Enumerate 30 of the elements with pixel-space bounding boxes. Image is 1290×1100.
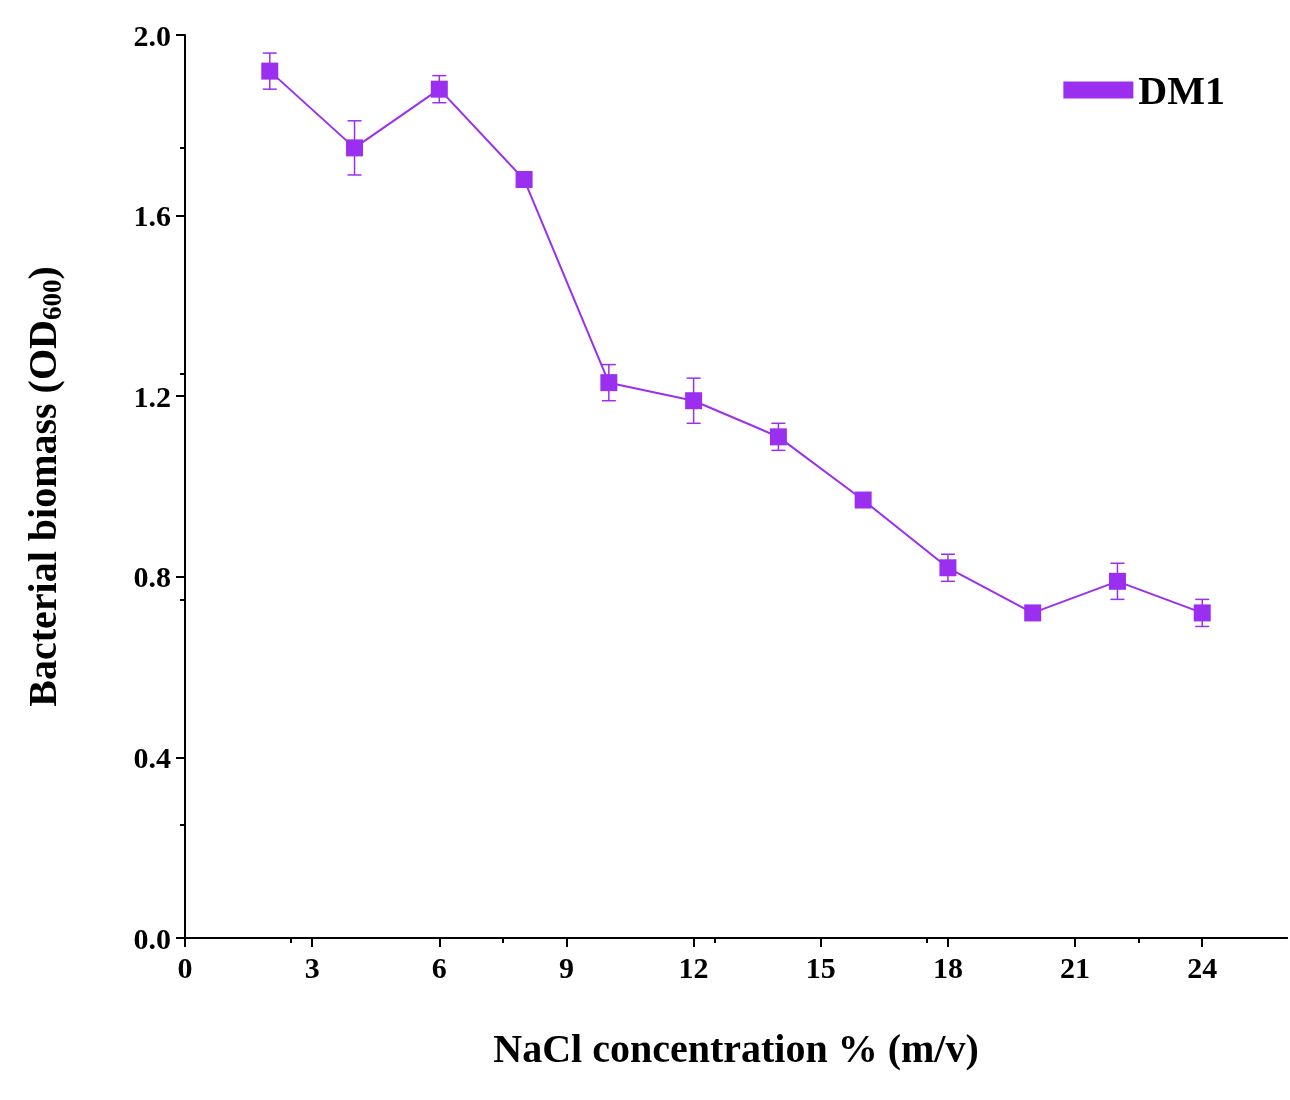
point bbox=[1193, 604, 1211, 622]
x-tick-label: 0 bbox=[177, 950, 193, 984]
legend-label: DM1 bbox=[1138, 67, 1225, 113]
point bbox=[1024, 604, 1042, 622]
y-tick-label: 1.6 bbox=[133, 199, 171, 233]
y-tick-label: 0.8 bbox=[133, 560, 171, 594]
point bbox=[854, 491, 872, 509]
point bbox=[261, 62, 279, 80]
point bbox=[939, 559, 957, 577]
x-tick-label: 6 bbox=[431, 950, 447, 984]
point bbox=[600, 374, 618, 392]
x-tick-label: 9 bbox=[558, 950, 574, 984]
x-tick-label: 21 bbox=[1060, 950, 1091, 984]
x-axis-title: NaCl concentration % (m/v) bbox=[493, 1025, 979, 1071]
point bbox=[685, 392, 703, 410]
x-tick-label: 12 bbox=[678, 950, 709, 984]
y-tick-label: 2.0 bbox=[133, 18, 171, 52]
y-tick-label: 0.0 bbox=[133, 921, 171, 955]
x-tick-label: 18 bbox=[932, 950, 963, 984]
y-axis-title: Bacterial biomass (OD600) bbox=[20, 266, 67, 707]
point bbox=[769, 428, 787, 446]
point bbox=[1108, 572, 1126, 590]
point bbox=[346, 139, 364, 157]
x-tick-label: 15 bbox=[805, 950, 836, 984]
point bbox=[430, 80, 448, 98]
x-tick-label: 24 bbox=[1187, 950, 1218, 984]
y-tick-label: 0.4 bbox=[133, 740, 171, 774]
point bbox=[515, 170, 533, 188]
x-tick-label: 3 bbox=[304, 950, 320, 984]
y-tick-label: 1.2 bbox=[133, 379, 171, 413]
